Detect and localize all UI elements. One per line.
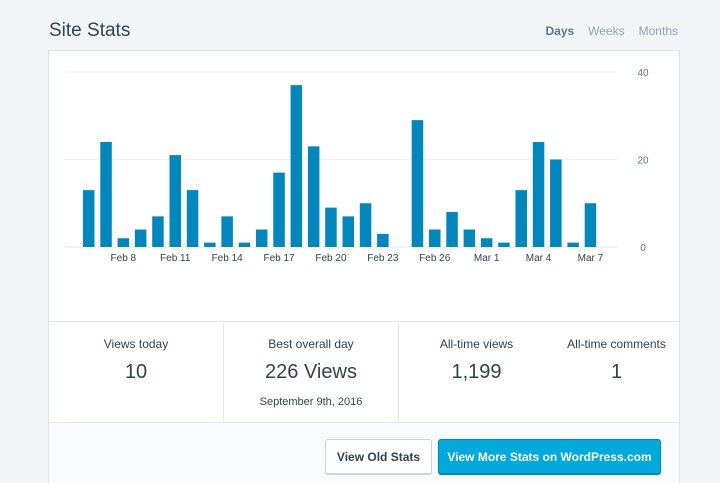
- chart-bar: [429, 229, 441, 247]
- x-tick-label: Feb 20: [315, 253, 347, 264]
- chart-bar: [238, 242, 251, 247]
- chart-bar: [411, 120, 424, 247]
- x-tick-label: Mar 1: [474, 253, 500, 264]
- stat-value: 10: [124, 361, 148, 383]
- chart-bar: [273, 172, 285, 247]
- chart-bar: [498, 242, 510, 247]
- chart-bar: [134, 229, 147, 247]
- chart-bar: [342, 216, 354, 247]
- stat-all-time-comments: All-time comments 1: [554, 322, 679, 422]
- chart-bar: [117, 238, 130, 247]
- x-tick-label: Mar 7: [578, 253, 604, 264]
- stat-best-day: Best overall day 226 Views September 9th…: [224, 322, 399, 422]
- x-tick-label: Feb 26: [419, 253, 451, 264]
- x-tick-label: Feb 8: [111, 253, 137, 264]
- chart-area: 0 20 40 Feb 8 Feb 11 Feb 14 Feb 17 Feb 20 Feb 23…: [49, 51, 679, 321]
- chart-bar: [83, 190, 95, 247]
- stat-all-time-views: All-time views 1,199: [399, 322, 554, 422]
- chart-bar: [100, 142, 112, 247]
- stat-label: All-time comments: [567, 337, 666, 351]
- chart-bar: [186, 190, 199, 247]
- stat-value: 226 Views: [265, 361, 357, 383]
- x-tick-label: Feb 23: [367, 253, 399, 264]
- stat-value: 1: [610, 361, 623, 383]
- stat-views-today: Views today 10: [49, 322, 224, 422]
- view-old-stats-button[interactable]: View Old Stats: [325, 439, 432, 475]
- chart-bar: [221, 216, 233, 247]
- stats-summary: Views today 10 Best overall day 226 View…: [49, 321, 679, 423]
- chart-bar: [152, 216, 164, 247]
- x-tick-label: Mar 4: [526, 253, 552, 264]
- chart-bar: [256, 229, 268, 247]
- tab-weeks[interactable]: Weeks: [588, 24, 625, 38]
- chart-bar: [446, 212, 458, 247]
- y-tick-label: 20: [637, 156, 649, 167]
- chart-bar: [550, 159, 562, 247]
- chart-bar: [463, 229, 476, 247]
- chart-bar: [567, 242, 579, 247]
- chart-bar: [377, 233, 389, 247]
- x-tick-label: Feb 11: [160, 253, 191, 264]
- view-more-stats-button[interactable]: View More Stats on WordPress.com: [438, 439, 661, 475]
- chart-bar: [290, 85, 303, 247]
- period-tabs: Days Weeks Months: [545, 24, 678, 38]
- chart-bar: [532, 142, 545, 247]
- chart-bar: [204, 242, 216, 247]
- stat-label: Best overall day: [268, 337, 354, 351]
- chart-bar: [169, 155, 181, 247]
- x-tick-label: Feb 17: [263, 253, 295, 264]
- stat-value: 1,199: [451, 361, 502, 383]
- tab-months[interactable]: Months: [638, 24, 678, 38]
- chart-bar: [480, 238, 493, 247]
- x-tick-label: Feb 14: [212, 253, 244, 264]
- y-tick-label: 0: [640, 243, 646, 254]
- chart-bar: [584, 203, 597, 247]
- views-bar-chart: 0 20 40 Feb 8 Feb 11 Feb 14 Feb 17 Feb 20 Feb 23…: [65, 68, 649, 264]
- page-title: Site Stats: [49, 20, 131, 41]
- stat-date: September 9th, 2016: [259, 396, 363, 408]
- chart-bar: [307, 146, 320, 247]
- card-footer: View Old Stats View More Stats on WordPr…: [49, 423, 679, 483]
- chart-bar: [325, 207, 337, 247]
- tab-days[interactable]: Days: [545, 24, 575, 38]
- stats-header: Site Stats Days Weeks Months: [0, 0, 720, 50]
- y-tick-label: 40: [637, 68, 649, 79]
- chart-bar: [515, 190, 527, 247]
- stat-label: Views today: [103, 337, 169, 351]
- stat-label: All-time views: [439, 337, 514, 351]
- stats-card: 0 20 40 Feb 8 Feb 11 Feb 14 Feb 17 Feb 20 Feb 23…: [48, 50, 680, 483]
- chart-bar: [359, 203, 372, 247]
